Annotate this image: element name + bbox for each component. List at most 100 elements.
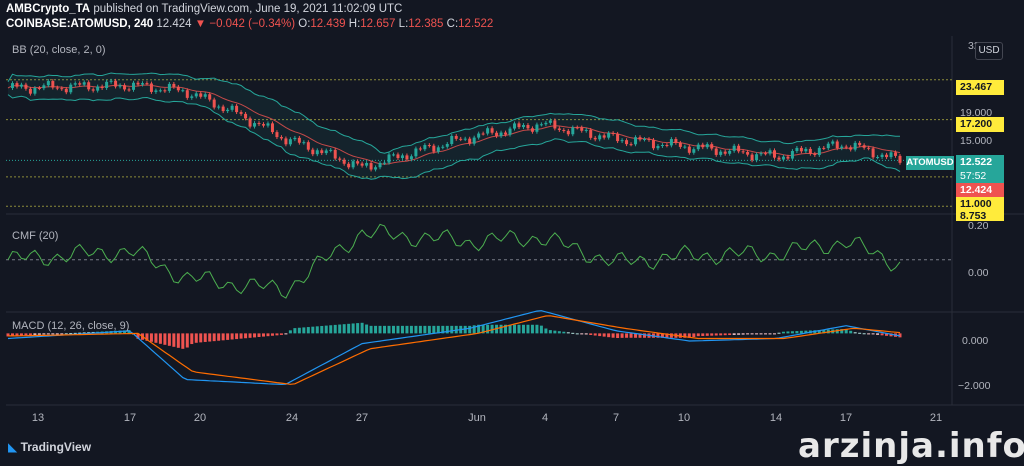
macd-histogram-bar [199,333,203,343]
candle-body [656,146,660,149]
macd-histogram-bar [82,332,86,334]
high-label: H: [348,18,361,30]
close-label: C: [446,18,459,30]
macd-histogram-bar [638,333,642,338]
candle-body [508,128,512,135]
macd-histogram-bar [504,324,508,334]
candle-body [858,142,862,146]
macd-histogram-bar [123,330,127,334]
down-arrow-icon: ▼ [194,18,207,30]
macd-histogram-bar [226,333,230,340]
candle-body [822,147,826,149]
time-tick-label: 13 [32,412,44,424]
candle-body [571,127,575,135]
candle-body [445,143,449,147]
candle-body [553,120,557,129]
candlesticks [10,78,902,172]
time-tick-label: 4 [542,412,548,424]
candle-body [55,87,59,89]
macd-histogram-bar [136,333,140,339]
macd-histogram-bar [158,333,162,344]
candle-body [526,125,530,129]
symbol-name[interactable]: COINBASE:ATOMUSD, 240 [6,18,154,30]
macd-histogram-bar [669,333,673,338]
macd-histogram-bar [571,332,575,334]
macd-line [7,310,901,386]
bb-title[interactable]: BB (20, close, 2, 0) [12,44,106,56]
candle-body [768,150,772,154]
macd-histogram-bar [194,333,198,343]
candle-body [835,141,839,149]
macd-histogram-bar [423,325,427,334]
symbol-info: COINBASE:ATOMUSD, 240 12.424 ▼ −0.042 (−… [6,18,493,30]
macd-histogram-bar [781,331,785,334]
macd-histogram-bar [261,333,265,337]
candle-body [459,138,463,140]
publish-info: AMBCrypto_TA published on TradingView.co… [6,3,402,15]
candle-body [499,132,503,137]
chart-canvas[interactable]: 13 17 20 24 27 Jun 4 7 10 14 17 21 [0,0,1024,436]
macd-histogram-bar [871,333,875,335]
candle-body [894,152,898,156]
candle-body [100,86,104,89]
tradingview-brand[interactable]: ◣ TradingView [8,440,91,454]
candle-body [808,148,812,154]
time-tick-label: 24 [286,412,298,424]
price-pane[interactable] [6,36,952,214]
candle-body [750,154,754,161]
price-tick-top: 32 [968,40,980,52]
candle-body [562,129,566,131]
macd-histogram-bar [544,328,548,334]
macd-histogram-bar [15,333,19,336]
macd-histogram-bar [817,330,821,334]
macd-histogram-bar [804,330,808,334]
candle-body [423,145,427,150]
candle-body [418,148,422,150]
macd-histogram-bar [149,333,153,342]
macd-histogram-bar [78,332,82,334]
level-tag-11000: 11.000 [956,197,1004,212]
macd-histogram-bar [790,331,794,334]
time-tick-label: 21 [930,412,942,424]
macd-histogram-bar [777,332,781,334]
level-lines [6,79,952,207]
publisher-name[interactable]: AMBCrypto_TA [6,3,91,15]
candle-body [844,146,848,148]
macd-histogram-bar [692,333,696,338]
candle-body [696,144,700,150]
macd-histogram-bar [176,333,180,348]
candle-body [400,155,404,159]
currency-button[interactable]: USD [975,42,1003,60]
candle-body [356,161,360,164]
macd-histogram-bar [235,333,239,340]
macd-histogram-bar [154,333,158,343]
candle-body [320,150,324,154]
candle-body [638,137,642,140]
candle-body [602,135,606,138]
candle-body [154,90,158,92]
macd-histogram-bar [844,328,848,334]
candle-body [799,147,803,152]
candle-body [651,139,655,149]
macd-histogram-bar [212,333,216,342]
open-label: O: [298,18,311,30]
time-axis[interactable]: 13 17 20 24 27 Jun 4 7 10 14 17 21 [32,412,942,424]
candle-body [831,141,835,144]
candle-body [105,81,109,89]
candle-body [293,137,297,140]
macd-title[interactable]: MACD (12, 26, close, 9) [12,320,130,332]
high-value: 12.657 [360,18,396,30]
cmf-title[interactable]: CMF (20) [12,230,59,242]
macd-histogram-bar [46,333,50,335]
macd-histogram-bar [293,328,297,334]
macd-tick-000: 0.000 [962,335,989,347]
macd-histogram-bar [858,332,862,334]
price-change: −0.042 (−0.34%) [209,18,296,30]
candle-body [329,149,333,151]
macd-histogram-bar [589,333,593,335]
low-label: L: [398,18,409,30]
macd-histogram-bar [320,325,324,334]
macd-histogram-bar [616,333,620,339]
candle-body [230,105,234,110]
price-tick-15: 15.000 [960,135,993,147]
